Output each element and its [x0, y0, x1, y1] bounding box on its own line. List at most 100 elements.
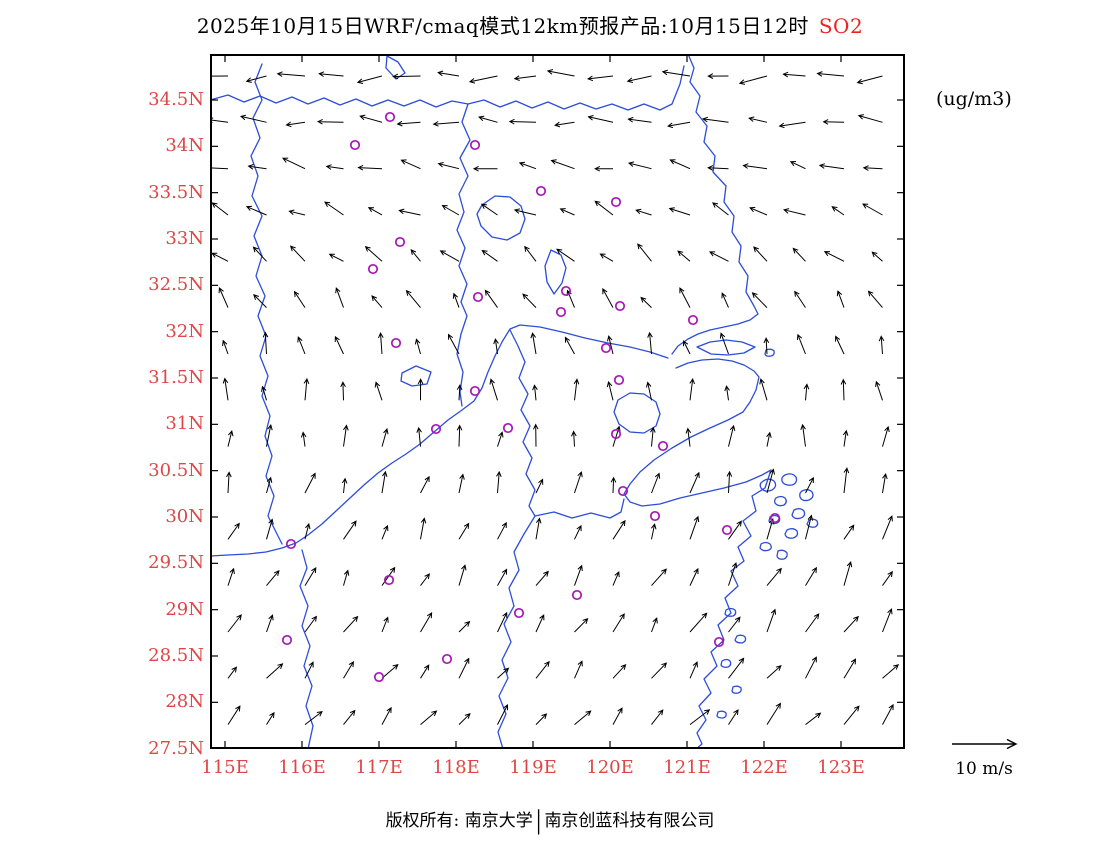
- wind-arrow: [651, 617, 658, 633]
- island: [724, 607, 737, 617]
- wind-arrow: [497, 568, 508, 586]
- wind-arrow: [728, 616, 741, 633]
- wind-arrow: [766, 468, 775, 494]
- units-label: (ug/m3): [936, 88, 1012, 110]
- wind-arrow: [836, 290, 845, 308]
- wind-arrow: [328, 253, 344, 262]
- station-marker: [555, 306, 567, 318]
- wind-arrow: [381, 428, 389, 447]
- wind-arrow: [478, 115, 498, 123]
- wind-arrow: [420, 573, 430, 586]
- wind-arrow: [843, 561, 853, 586]
- wind-arrow: [522, 293, 537, 308]
- wind-arrow: [882, 664, 900, 679]
- wind-arrow: [766, 665, 782, 679]
- island: [776, 549, 788, 560]
- figure-title-main: 2025年10月15日WRF/cmaq模式12km预报产品:10月15日12时: [196, 14, 809, 38]
- station-marker: [610, 428, 622, 440]
- wind-arrow: [356, 75, 383, 84]
- wind-arrow: [749, 206, 768, 216]
- wind-arrow: [574, 564, 583, 586]
- wind-arrow: [719, 332, 729, 355]
- wind-arrow: [867, 290, 883, 308]
- lon-tick-label: 122E: [740, 757, 788, 778]
- island: [731, 685, 742, 694]
- wind-arrow: [751, 292, 768, 308]
- wind-arrow: [721, 292, 729, 308]
- wind-arrow: [262, 331, 269, 355]
- wind-scale-arrow: [952, 738, 1018, 750]
- wind-arrow: [822, 119, 845, 125]
- wind-arrow: [803, 383, 810, 401]
- wind-arrow: [532, 423, 539, 447]
- wind-arrow: [689, 567, 699, 586]
- station-markers-layer: [281, 111, 781, 683]
- lake-taihu: [613, 392, 661, 434]
- wind-arrow: [559, 208, 575, 216]
- wind-arrow: [468, 75, 498, 84]
- wind-arrow: [480, 203, 498, 216]
- wind-arrow: [472, 165, 498, 172]
- wind-arrow: [535, 660, 550, 679]
- wind-arrow: [458, 713, 471, 725]
- wind-arrow: [261, 385, 267, 401]
- wind-arrow: [513, 208, 537, 216]
- wind-arrow: [532, 384, 538, 401]
- wind-arrow: [728, 520, 742, 540]
- wind-arrow: [546, 69, 575, 77]
- wind-arrow: [535, 713, 548, 725]
- wind-arrow: [738, 75, 768, 85]
- wind-arrow: [325, 164, 344, 170]
- wind-arrow: [226, 471, 232, 494]
- wind-arrow: [796, 333, 806, 355]
- wind-arrow: [606, 380, 614, 401]
- lon-tick-label: 119E: [509, 757, 557, 778]
- wind-arrow: [627, 116, 652, 123]
- wind-arrow: [805, 656, 817, 679]
- wind-arrow: [239, 114, 267, 123]
- lake-hongze: [476, 195, 526, 241]
- wind-arrow: [635, 208, 652, 216]
- wind-arrow: [252, 246, 267, 262]
- wind-arrow: [417, 378, 424, 401]
- wind-arrow: [627, 161, 652, 170]
- wind-arrow: [862, 165, 883, 171]
- copyright-text: 版权所有: 南京大学: [385, 811, 533, 831]
- wind-arrow: [612, 570, 620, 586]
- wind-arrow: [266, 424, 273, 447]
- province-border-js-zj: [509, 329, 625, 519]
- wind-arrow: [398, 208, 421, 216]
- wind-arrow: [766, 608, 777, 633]
- lake-chaohu: [400, 365, 432, 387]
- wind-arrow: [227, 705, 241, 725]
- wind-arrow: [685, 427, 692, 447]
- wind-arrow: [400, 159, 421, 170]
- station-marker: [383, 574, 395, 586]
- lat-tick-label: 29N: [165, 598, 204, 620]
- wind-arrow: [341, 477, 348, 494]
- wind-arrow: [805, 566, 817, 586]
- wind-arrow: [805, 712, 822, 725]
- wind-arrow: [210, 167, 229, 170]
- island-small-estuary: [764, 348, 775, 357]
- station-marker: [610, 196, 622, 208]
- wind-arrow: [367, 207, 383, 216]
- wind-arrow: [318, 71, 344, 77]
- wind-arrow: [266, 711, 275, 725]
- wind-arrow: [651, 662, 668, 679]
- wind-arrow: [701, 116, 729, 123]
- wind-arrow: [524, 245, 537, 262]
- wind-arrow: [728, 657, 745, 679]
- coastline-borders-layer: [210, 54, 819, 749]
- wind-arrow: [456, 424, 463, 447]
- yangtze-river: [210, 324, 669, 557]
- wind-arrow: [707, 73, 729, 79]
- copyright-footer: 版权所有: 南京大学 | 南京创蓝科技有限公司: [0, 806, 1100, 836]
- wind-arrow: [626, 75, 652, 83]
- wind-arrow: [602, 288, 614, 308]
- wind-arrow: [712, 202, 729, 216]
- island: [716, 710, 727, 719]
- station-marker: [721, 524, 733, 536]
- wind-arrow: [493, 338, 499, 355]
- wind-arrow: [497, 667, 510, 679]
